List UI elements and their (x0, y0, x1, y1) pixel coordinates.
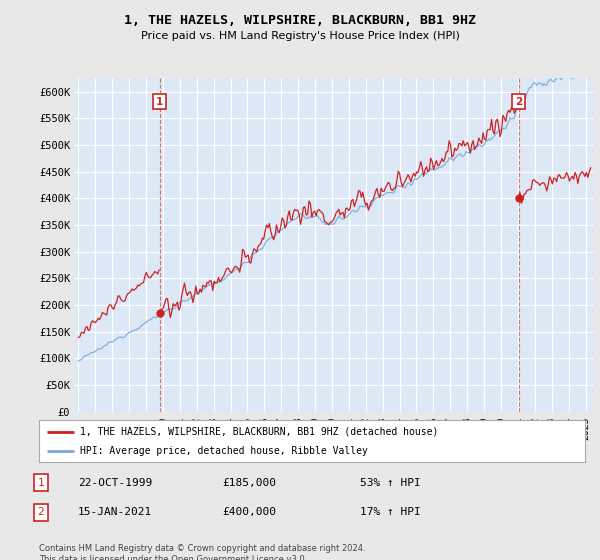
Text: Price paid vs. HM Land Registry's House Price Index (HPI): Price paid vs. HM Land Registry's House … (140, 31, 460, 41)
Text: HPI: Average price, detached house, Ribble Valley: HPI: Average price, detached house, Ribb… (80, 446, 368, 456)
Text: 2: 2 (37, 507, 44, 517)
Text: Contains HM Land Registry data © Crown copyright and database right 2024.
This d: Contains HM Land Registry data © Crown c… (39, 544, 365, 560)
Text: 1, THE HAZELS, WILPSHIRE, BLACKBURN, BB1 9HZ: 1, THE HAZELS, WILPSHIRE, BLACKBURN, BB1… (124, 14, 476, 27)
Text: 17% ↑ HPI: 17% ↑ HPI (360, 507, 421, 517)
Text: 1: 1 (37, 478, 44, 488)
Text: £400,000: £400,000 (222, 507, 276, 517)
Text: 1, THE HAZELS, WILPSHIRE, BLACKBURN, BB1 9HZ (detached house): 1, THE HAZELS, WILPSHIRE, BLACKBURN, BB1… (80, 427, 439, 437)
Text: 53% ↑ HPI: 53% ↑ HPI (360, 478, 421, 488)
Text: 22-OCT-1999: 22-OCT-1999 (78, 478, 152, 488)
Text: 15-JAN-2021: 15-JAN-2021 (78, 507, 152, 517)
Text: 1: 1 (156, 97, 163, 107)
Text: 2: 2 (515, 97, 522, 107)
Text: £185,000: £185,000 (222, 478, 276, 488)
